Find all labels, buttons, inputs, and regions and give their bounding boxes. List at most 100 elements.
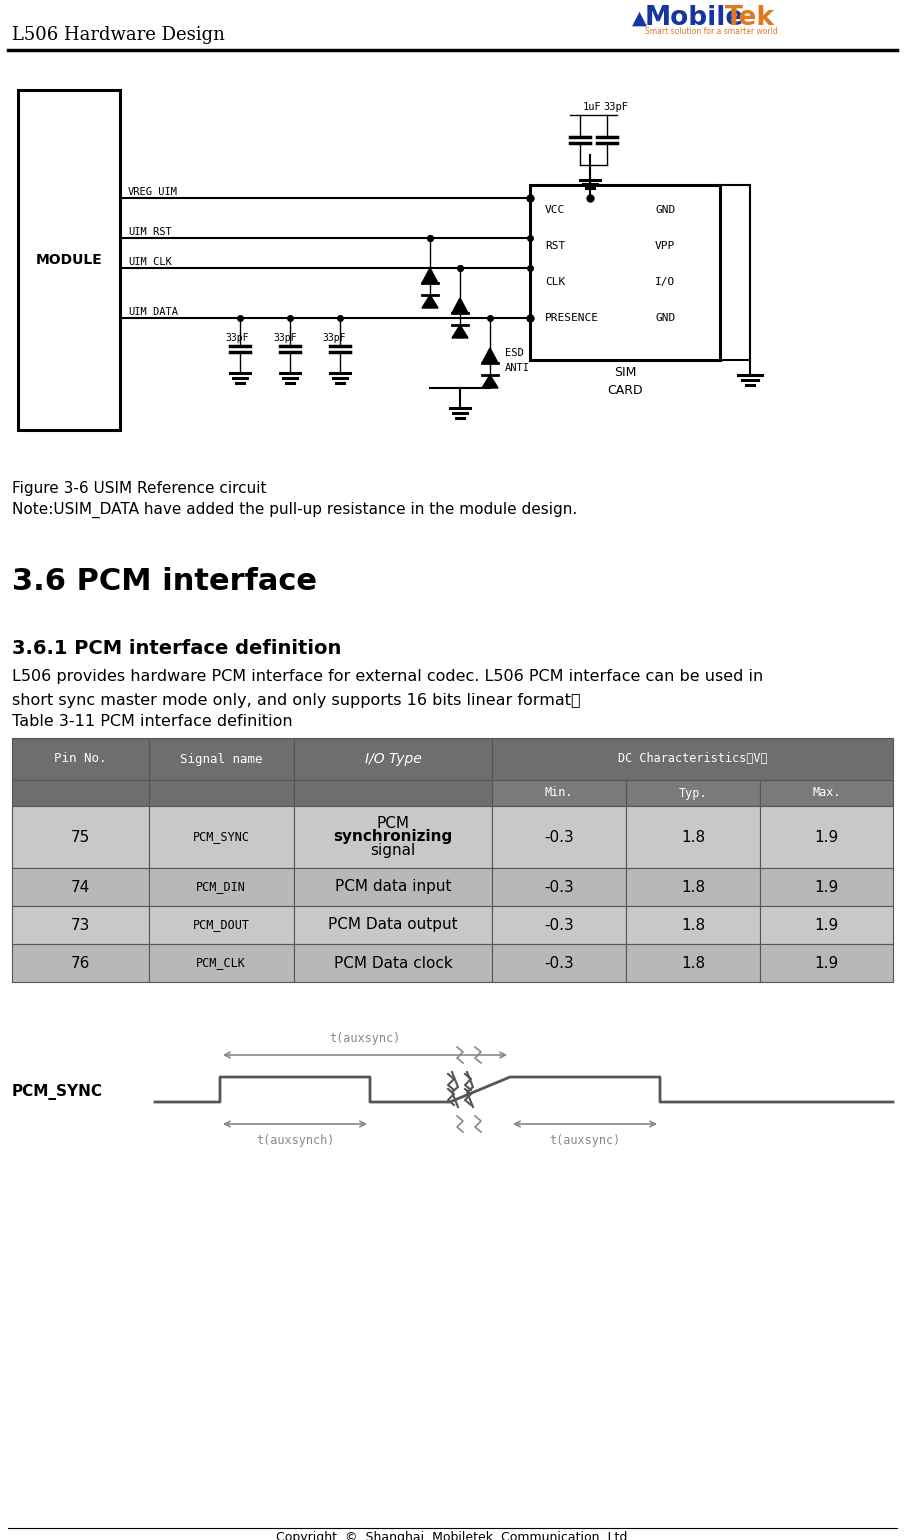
Text: VREG_UIM: VREG_UIM — [128, 186, 178, 197]
Polygon shape — [422, 296, 438, 308]
Text: ANTI: ANTI — [505, 363, 530, 373]
Text: 33pF: 33pF — [603, 102, 628, 112]
Text: 1uF: 1uF — [583, 102, 602, 112]
Bar — [12, 944, 148, 983]
Bar — [492, 779, 626, 805]
Text: MODULE: MODULE — [35, 253, 102, 266]
Text: CLK: CLK — [545, 277, 566, 286]
Text: UIM_RST: UIM_RST — [128, 226, 172, 237]
Text: 33pF: 33pF — [322, 333, 346, 343]
Text: t(auxsynch): t(auxsynch) — [256, 1133, 334, 1147]
Bar — [148, 944, 294, 983]
Text: PCM data input: PCM data input — [335, 879, 452, 895]
Text: Figure 3-6 USIM Reference circuit: Figure 3-6 USIM Reference circuit — [12, 480, 266, 496]
Text: 1.8: 1.8 — [681, 918, 705, 933]
Text: Pin No.: Pin No. — [54, 753, 107, 765]
Text: 75: 75 — [71, 830, 90, 844]
Text: Signal name: Signal name — [180, 753, 262, 765]
Text: ▲: ▲ — [632, 9, 647, 28]
Text: signal: signal — [370, 844, 415, 858]
Bar — [148, 779, 294, 805]
Bar — [760, 906, 893, 944]
Text: -0.3: -0.3 — [544, 879, 574, 895]
Bar — [626, 805, 760, 869]
Text: GND: GND — [655, 313, 675, 323]
Text: UIM_DATA: UIM_DATA — [128, 306, 178, 317]
Bar — [12, 779, 148, 805]
Text: DC Characteristics（V）: DC Characteristics（V） — [618, 753, 767, 765]
Text: 1.8: 1.8 — [681, 830, 705, 844]
Bar — [626, 779, 760, 805]
Text: PCM_SYNC: PCM_SYNC — [12, 1084, 103, 1100]
Text: PRESENCE: PRESENCE — [545, 313, 599, 323]
Text: 1.8: 1.8 — [681, 879, 705, 895]
Bar — [760, 869, 893, 906]
Bar — [12, 869, 148, 906]
Bar — [294, 779, 492, 805]
Bar — [492, 805, 626, 869]
Bar — [294, 906, 492, 944]
Bar — [530, 185, 720, 360]
Text: UIM_CLK: UIM_CLK — [128, 257, 172, 268]
Polygon shape — [452, 325, 468, 337]
Text: I/O: I/O — [655, 277, 675, 286]
Text: ESD: ESD — [505, 348, 524, 357]
Polygon shape — [482, 348, 498, 363]
Text: 1.9: 1.9 — [814, 830, 839, 844]
Text: 1.9: 1.9 — [814, 918, 839, 933]
Text: 3.6.1 PCM interface definition: 3.6.1 PCM interface definition — [12, 639, 341, 658]
Bar — [148, 869, 294, 906]
Bar — [626, 906, 760, 944]
Text: Min.: Min. — [545, 787, 574, 799]
Bar — [760, 805, 893, 869]
Text: 76: 76 — [71, 955, 90, 970]
Text: VCC: VCC — [545, 205, 566, 216]
Text: t(auxsync): t(auxsync) — [549, 1133, 621, 1147]
Text: short sync master mode only, and only supports 16 bits linear format：: short sync master mode only, and only su… — [12, 693, 581, 707]
Bar — [492, 869, 626, 906]
Text: 1.8: 1.8 — [681, 955, 705, 970]
Bar — [760, 944, 893, 983]
Text: synchronizing: synchronizing — [333, 830, 452, 844]
Bar — [148, 738, 294, 779]
Polygon shape — [452, 299, 468, 313]
Text: RST: RST — [545, 240, 566, 251]
Text: VPP: VPP — [655, 240, 675, 251]
Bar — [294, 738, 492, 779]
Bar — [492, 944, 626, 983]
Bar — [148, 906, 294, 944]
Bar — [492, 906, 626, 944]
Bar — [626, 869, 760, 906]
Text: 33pF: 33pF — [225, 333, 249, 343]
Bar — [294, 944, 492, 983]
Text: Smart solution for a smarter world: Smart solution for a smarter world — [645, 28, 777, 37]
Text: PCM Data clock: PCM Data clock — [334, 955, 452, 970]
Text: GND: GND — [655, 205, 675, 216]
Text: L506 Hardware Design: L506 Hardware Design — [12, 26, 224, 45]
Text: 3.6 PCM interface: 3.6 PCM interface — [12, 568, 317, 596]
Bar — [12, 738, 148, 779]
Text: Mobile: Mobile — [645, 5, 744, 31]
Text: PCM_DOUT: PCM_DOUT — [193, 918, 250, 932]
Bar — [626, 944, 760, 983]
Text: Max.: Max. — [812, 787, 841, 799]
Text: I/O Type: I/O Type — [365, 752, 422, 765]
Text: SIM: SIM — [614, 367, 636, 379]
Polygon shape — [422, 268, 438, 283]
Text: L506 provides hardware PCM interface for external codec. L506 PCM interface can : L506 provides hardware PCM interface for… — [12, 668, 763, 684]
Text: PCM Data output: PCM Data output — [329, 918, 458, 933]
Bar — [294, 869, 492, 906]
Polygon shape — [482, 376, 498, 388]
Bar — [492, 738, 893, 779]
Text: t(auxsync): t(auxsync) — [329, 1032, 401, 1046]
Bar — [294, 805, 492, 869]
Text: -0.3: -0.3 — [544, 918, 574, 933]
Bar — [12, 906, 148, 944]
Text: PCM_SYNC: PCM_SYNC — [193, 830, 250, 844]
Bar — [18, 89, 120, 430]
Bar — [760, 779, 893, 805]
Text: Copyright  ©  Shanghai  Mobiletek  Communication  Ltd: Copyright © Shanghai Mobiletek Communica… — [276, 1531, 628, 1540]
Text: Table 3-11 PCM interface definition: Table 3-11 PCM interface definition — [12, 715, 292, 730]
Text: Tek: Tek — [725, 5, 775, 31]
Bar — [12, 805, 148, 869]
